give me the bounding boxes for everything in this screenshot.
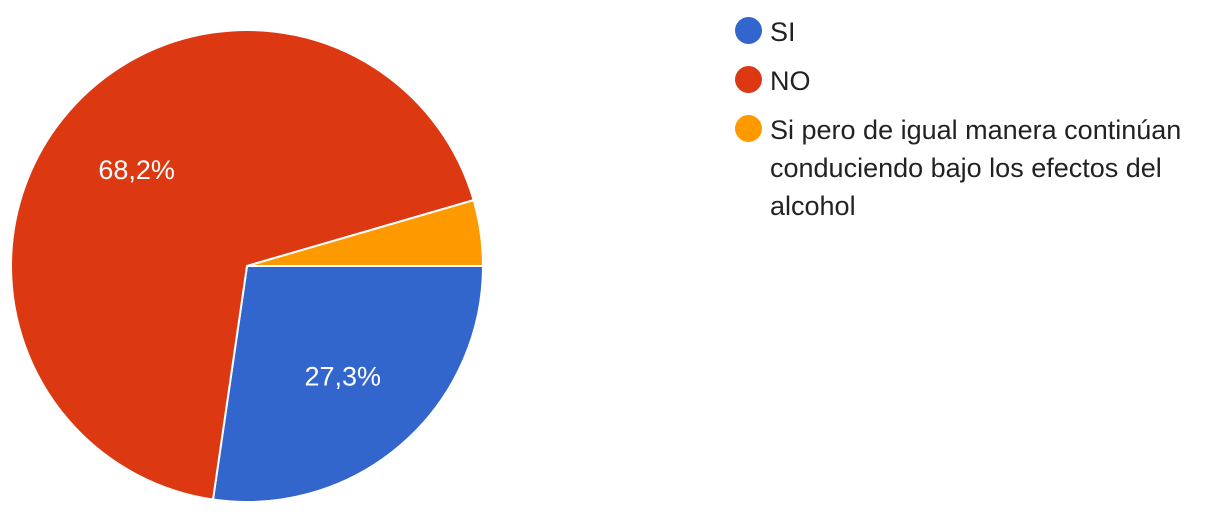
pie-slice-si[interactable] bbox=[211, 265, 485, 503]
legend-swatch-si-pero bbox=[735, 115, 762, 142]
legend-label-si: SI bbox=[770, 17, 796, 47]
legend-label-no: NO bbox=[770, 66, 811, 96]
legend-label-si-pero: Si pero de igual manera continúan conduc… bbox=[770, 115, 1182, 221]
legend-item-no[interactable]: NO bbox=[735, 62, 1215, 100]
legend-swatch-no bbox=[735, 66, 762, 93]
pie-slice-si-pero[interactable] bbox=[246, 198, 485, 267]
legend-item-si[interactable]: SI bbox=[735, 13, 1215, 51]
pie-chart: 27,3% 68,2% bbox=[10, 29, 485, 503]
legend-item-si-pero[interactable]: Si pero de igual manera continúan conduc… bbox=[735, 111, 1215, 225]
slice-label-no: 68,2% bbox=[98, 155, 175, 185]
legend-swatch-si bbox=[735, 17, 762, 44]
slice-label-si: 27,3% bbox=[304, 362, 381, 392]
pie-slice-no[interactable] bbox=[10, 29, 475, 501]
legend: SI NO Si pero de igual manera continúan … bbox=[735, 13, 1215, 236]
